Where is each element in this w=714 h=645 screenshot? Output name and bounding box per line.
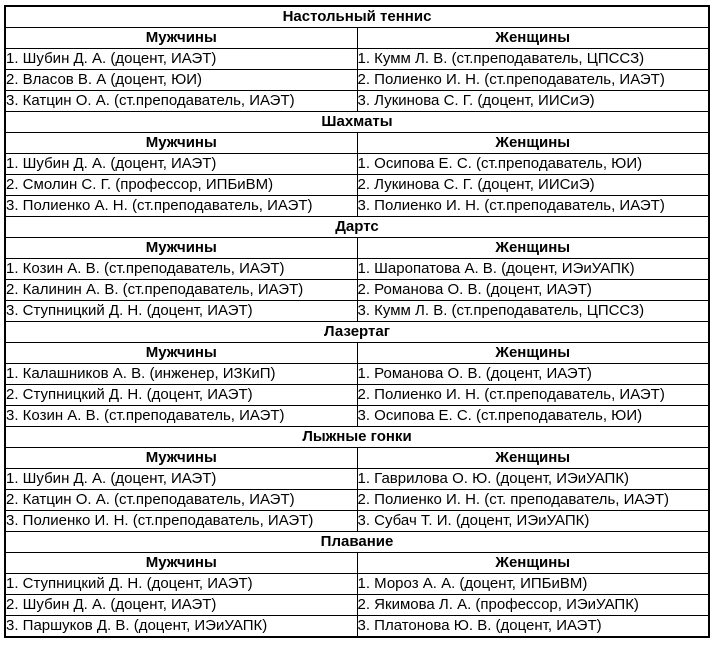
men-winner-cell: 3. Полиенко И. Н. (ст.преподаватель, ИАЭ… xyxy=(4,510,358,532)
table-row: 2. Калинин А. В. (ст.преподаватель, ИАЭТ… xyxy=(4,279,710,301)
men-winner-cell: 1. Ступницкий Д. Н. (доцент, ИАЭТ) xyxy=(4,573,358,595)
table-row: 3. Ступницкий Д. Н. (доцент, ИАЭТ) 3. Ку… xyxy=(4,300,710,322)
women-winner-cell: 3. Субач Т. И. (доцент, ИЭиУАПК) xyxy=(356,510,710,532)
women-winner-cell: 2. Полиенко И. Н. (ст. преподаватель, ИА… xyxy=(356,489,710,511)
table-row: 1. Ступницкий Д. Н. (доцент, ИАЭТ) 1. Мо… xyxy=(4,573,710,595)
women-winner-cell: 2. Лукинова С. Г. (доцент, ИИСиЭ) xyxy=(356,174,710,196)
women-winner-cell: 1. Романова О. В. (доцент, ИАЭТ) xyxy=(356,363,710,385)
section-swimming: Плавание Мужчины Женщины 1. Ступницкий Д… xyxy=(4,531,710,638)
table-row: 2. Ступницкий Д. Н. (доцент, ИАЭТ) 2. По… xyxy=(4,384,710,406)
table-row: 1. Козин А. В. (ст.преподаватель, ИАЭТ) … xyxy=(4,258,710,280)
sport-title: Лазертаг xyxy=(4,321,710,343)
women-winner-cell: 1. Гаврилова О. Ю. (доцент, ИЭиУАПК) xyxy=(356,468,710,490)
sport-title: Шахматы xyxy=(4,111,710,133)
men-winner-cell: 3. Ступницкий Д. Н. (доцент, ИАЭТ) xyxy=(4,300,358,322)
men-column-header: Мужчины xyxy=(4,132,358,154)
women-column-header: Женщины xyxy=(356,27,710,49)
men-winner-cell: 2. Шубин Д. А. (доцент, ИАЭТ) xyxy=(4,594,358,616)
section-chess: Шахматы Мужчины Женщины 1. Шубин Д. А. (… xyxy=(4,111,710,217)
women-winner-cell: 3. Платонова Ю. В. (доцент, ИАЭТ) xyxy=(356,615,710,638)
table-row: 1. Шубин Д. А. (доцент, ИАЭТ) 1. Осипова… xyxy=(4,153,710,175)
men-winner-cell: 1. Шубин Д. А. (доцент, ИАЭТ) xyxy=(4,153,358,175)
men-winner-cell: 3. Паршуков Д. В. (доцент, ИЭиУАПК) xyxy=(4,615,358,638)
women-column-header: Женщины xyxy=(356,447,710,469)
men-winner-cell: 2. Ступницкий Д. Н. (доцент, ИАЭТ) xyxy=(4,384,358,406)
women-winner-cell: 3. Лукинова С. Г. (доцент, ИИСиЭ) xyxy=(356,90,710,112)
men-winner-cell: 1. Козин А. В. (ст.преподаватель, ИАЭТ) xyxy=(4,258,358,280)
section-ski-races: Лыжные гонки Мужчины Женщины 1. Шубин Д.… xyxy=(4,426,710,532)
women-winner-cell: 1. Шаропатова А. В. (доцент, ИЭиУАПК) xyxy=(356,258,710,280)
women-column-header: Женщины xyxy=(356,237,710,259)
table-row: 3. Козин А. В. (ст.преподаватель, ИАЭТ) … xyxy=(4,405,710,427)
women-winner-cell: 1. Мороз А. А. (доцент, ИПБиВМ) xyxy=(356,573,710,595)
sport-title: Дартс xyxy=(4,216,710,238)
table-row: 3. Полиенко А. Н. (ст.преподаватель, ИАЭ… xyxy=(4,195,710,217)
men-winner-cell: 1. Шубин Д. А. (доцент, ИАЭТ) xyxy=(4,468,358,490)
competition-results-table: Настольный теннис Мужчины Женщины 1. Шуб… xyxy=(4,5,710,638)
women-winner-cell: 3. Осипова Е. С. (ст.преподаватель, ЮИ) xyxy=(356,405,710,427)
men-winner-cell: 1. Калашников А. В. (инженер, ИЗКиП) xyxy=(4,363,358,385)
table-row: 2. Власов В. А (доцент, ЮИ) 2. Полиенко … xyxy=(4,69,710,91)
table-row: 3. Катцин О. А. (ст.преподаватель, ИАЭТ)… xyxy=(4,90,710,112)
table-row: 1. Калашников А. В. (инженер, ИЗКиП) 1. … xyxy=(4,363,710,385)
men-winner-cell: 2. Смолин С. Г. (профессор, ИПБиВМ) xyxy=(4,174,358,196)
men-column-header: Мужчины xyxy=(4,342,358,364)
women-column-header: Женщины xyxy=(356,342,710,364)
women-winner-cell: 2. Полиенко И. Н. (ст.преподаватель, ИАЭ… xyxy=(356,384,710,406)
men-winner-cell: 2. Калинин А. В. (ст.преподаватель, ИАЭТ… xyxy=(4,279,358,301)
table-row: 2. Смолин С. Г. (профессор, ИПБиВМ) 2. Л… xyxy=(4,174,710,196)
men-winner-cell: 1. Шубин Д. А. (доцент, ИАЭТ) xyxy=(4,48,358,70)
women-winner-cell: 3. Кумм Л. В. (ст.преподаватель, ЦПССЗ) xyxy=(356,300,710,322)
men-winner-cell: 2. Власов В. А (доцент, ЮИ) xyxy=(4,69,358,91)
women-winner-cell: 2. Романова О. В. (доцент, ИАЭТ) xyxy=(356,279,710,301)
women-winner-cell: 2. Полиенко И. Н. (ст.преподаватель, ИАЭ… xyxy=(356,69,710,91)
men-winner-cell: 3. Козин А. В. (ст.преподаватель, ИАЭТ) xyxy=(4,405,358,427)
table-row: 1. Шубин Д. А. (доцент, ИАЭТ) 1. Кумм Л.… xyxy=(4,48,710,70)
section-lasertag: Лазертаг Мужчины Женщины 1. Калашников А… xyxy=(4,321,710,427)
women-winner-cell: 2. Якимова Л. А. (профессор, ИЭиУАПК) xyxy=(356,594,710,616)
sport-title: Лыжные гонки xyxy=(4,426,710,448)
men-winner-cell: 2. Катцин О. А. (ст.преподаватель, ИАЭТ) xyxy=(4,489,358,511)
table-row: 3. Паршуков Д. В. (доцент, ИЭиУАПК) 3. П… xyxy=(4,615,710,638)
women-winner-cell: 3. Полиенко И. Н. (ст.преподаватель, ИАЭ… xyxy=(356,195,710,217)
men-column-header: Мужчины xyxy=(4,237,358,259)
men-column-header: Мужчины xyxy=(4,552,358,574)
table-row: 3. Полиенко И. Н. (ст.преподаватель, ИАЭ… xyxy=(4,510,710,532)
table-row: 1. Шубин Д. А. (доцент, ИАЭТ) 1. Гаврило… xyxy=(4,468,710,490)
women-column-header: Женщины xyxy=(356,552,710,574)
table-row: 2. Шубин Д. А. (доцент, ИАЭТ) 2. Якимова… xyxy=(4,594,710,616)
men-column-header: Мужчины xyxy=(4,27,358,49)
section-table-tennis: Настольный теннис Мужчины Женщины 1. Шуб… xyxy=(4,5,710,112)
men-winner-cell: 3. Катцин О. А. (ст.преподаватель, ИАЭТ) xyxy=(4,90,358,112)
women-winner-cell: 1. Осипова Е. С. (ст.преподаватель, ЮИ) xyxy=(356,153,710,175)
men-winner-cell: 3. Полиенко А. Н. (ст.преподаватель, ИАЭ… xyxy=(4,195,358,217)
men-column-header: Мужчины xyxy=(4,447,358,469)
sport-title: Плавание xyxy=(4,531,710,553)
women-winner-cell: 1. Кумм Л. В. (ст.преподаватель, ЦПССЗ) xyxy=(356,48,710,70)
sport-title: Настольный теннис xyxy=(4,5,710,28)
women-column-header: Женщины xyxy=(356,132,710,154)
table-row: 2. Катцин О. А. (ст.преподаватель, ИАЭТ)… xyxy=(4,489,710,511)
section-darts: Дартс Мужчины Женщины 1. Козин А. В. (ст… xyxy=(4,216,710,322)
